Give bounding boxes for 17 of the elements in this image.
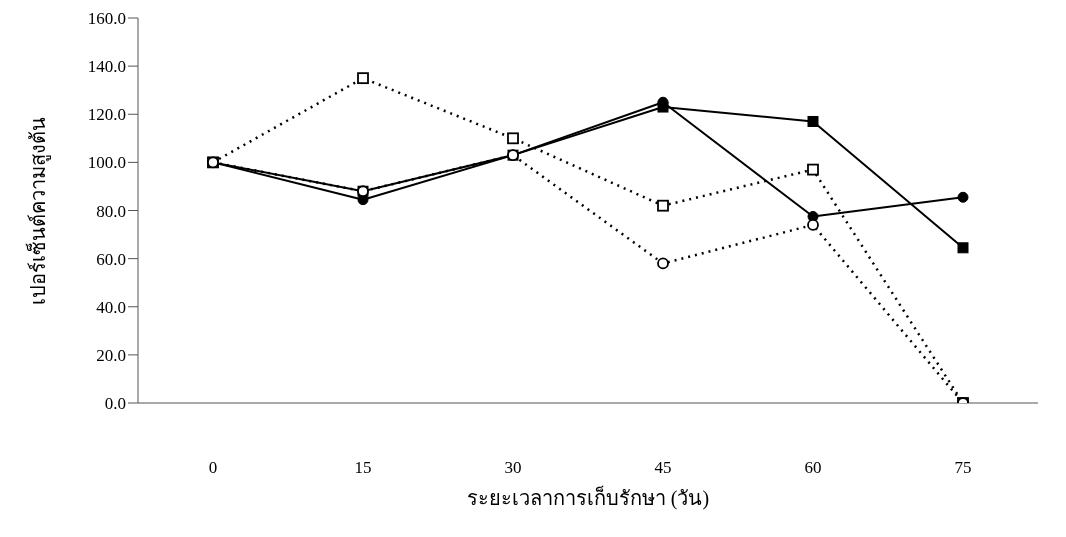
y-tick-label: 140.0	[87, 57, 126, 77]
y-tick-label: 40.0	[96, 297, 126, 317]
x-tick-label: 30	[504, 458, 522, 478]
x-tick-label: 75	[954, 458, 972, 478]
y-tick-label: 0.0	[104, 394, 126, 414]
y-axis-title: เปอร์เซ็นต์ความสูงต้น	[25, 116, 52, 305]
x-tick-label: 60	[804, 458, 822, 478]
y-tick-label: 60.0	[96, 249, 126, 269]
x-tick-label: 0	[208, 458, 218, 478]
y-tick-label: 100.0	[87, 153, 126, 173]
y-tick-label: 160.0	[87, 9, 126, 29]
x-tick-label: 15	[354, 458, 372, 478]
y-tick-label: 120.0	[87, 105, 126, 125]
x-tick-label: 45	[654, 458, 672, 478]
y-tick-label: 80.0	[96, 201, 126, 221]
x-axis-title: ระยะเวลาการเก็บรักษา (วัน)	[466, 485, 710, 510]
y-tick-label: 20.0	[96, 345, 126, 365]
